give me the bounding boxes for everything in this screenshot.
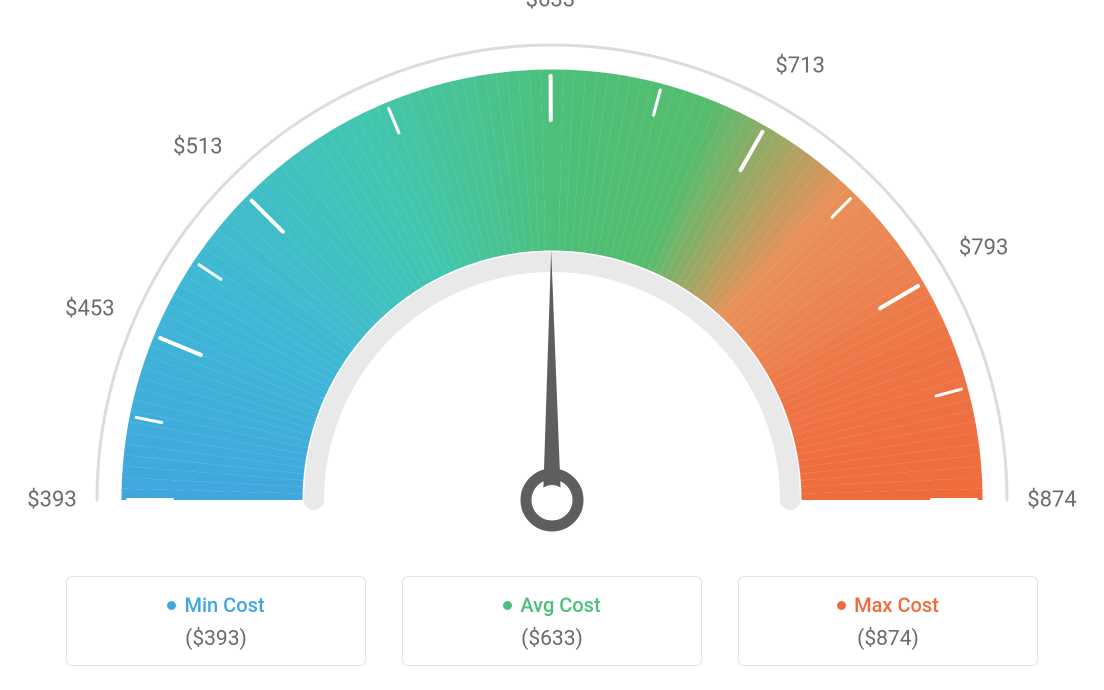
legend-label-max: Max Cost: [854, 593, 939, 617]
legend-card-avg: Avg Cost ($633): [402, 576, 702, 666]
legend-title-avg: Avg Cost: [503, 593, 600, 617]
legend-dot-min: [167, 601, 176, 610]
legend-value-min: ($393): [185, 627, 247, 651]
legend-value-avg: ($633): [521, 627, 583, 651]
gauge-tick-label: $393: [27, 488, 76, 513]
legend-title-min: Min Cost: [167, 593, 264, 617]
gauge-chart: $393 $453 $513 $633 $713 $793 $874: [0, 0, 1104, 560]
gauge-tick-label: $874: [1027, 488, 1076, 513]
gauge-svg: [0, 0, 1104, 560]
gauge-tick-label: $453: [65, 297, 114, 322]
legend-card-max: Max Cost ($874): [738, 576, 1038, 666]
legend-row: Min Cost ($393) Avg Cost ($633) Max Cost…: [0, 576, 1104, 666]
legend-dot-max: [837, 601, 846, 610]
legend-label-avg: Avg Cost: [520, 593, 600, 617]
gauge-tick-label: $713: [775, 53, 824, 78]
legend-value-max: ($874): [857, 627, 919, 651]
legend-dot-avg: [503, 601, 512, 610]
legend-title-max: Max Cost: [837, 593, 939, 617]
legend-card-min: Min Cost ($393): [66, 576, 366, 666]
gauge-tick-label: $633: [526, 0, 575, 13]
gauge-tick-label: $793: [959, 235, 1008, 260]
gauge-tick-label: $513: [173, 135, 222, 160]
legend-label-min: Min Cost: [184, 593, 264, 617]
